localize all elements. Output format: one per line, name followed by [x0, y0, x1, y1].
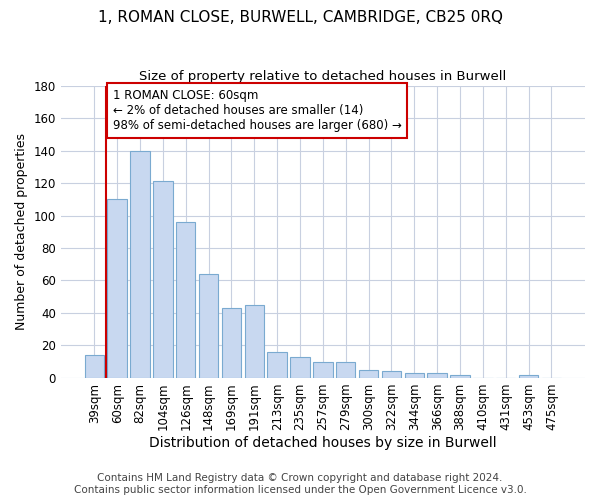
- Bar: [404, 373, 424, 378]
- Text: Contains HM Land Registry data © Crown copyright and database right 2024.
Contai: Contains HM Land Registry data © Crown c…: [74, 474, 526, 495]
- Bar: [359, 370, 379, 378]
- Bar: [153, 182, 173, 378]
- Bar: [290, 357, 310, 378]
- Bar: [268, 352, 287, 378]
- Bar: [222, 308, 241, 378]
- Bar: [451, 374, 470, 378]
- Bar: [382, 372, 401, 378]
- X-axis label: Distribution of detached houses by size in Burwell: Distribution of detached houses by size …: [149, 436, 497, 450]
- Text: 1 ROMAN CLOSE: 60sqm
← 2% of detached houses are smaller (14)
98% of semi-detach: 1 ROMAN CLOSE: 60sqm ← 2% of detached ho…: [113, 89, 401, 132]
- Bar: [245, 305, 264, 378]
- Bar: [176, 222, 196, 378]
- Bar: [313, 362, 332, 378]
- Bar: [427, 373, 447, 378]
- Bar: [107, 200, 127, 378]
- Bar: [199, 274, 218, 378]
- Text: 1, ROMAN CLOSE, BURWELL, CAMBRIDGE, CB25 0RQ: 1, ROMAN CLOSE, BURWELL, CAMBRIDGE, CB25…: [97, 10, 503, 25]
- Bar: [336, 362, 355, 378]
- Bar: [130, 150, 150, 378]
- Bar: [519, 374, 538, 378]
- Bar: [85, 355, 104, 378]
- Title: Size of property relative to detached houses in Burwell: Size of property relative to detached ho…: [139, 70, 506, 83]
- Y-axis label: Number of detached properties: Number of detached properties: [15, 134, 28, 330]
